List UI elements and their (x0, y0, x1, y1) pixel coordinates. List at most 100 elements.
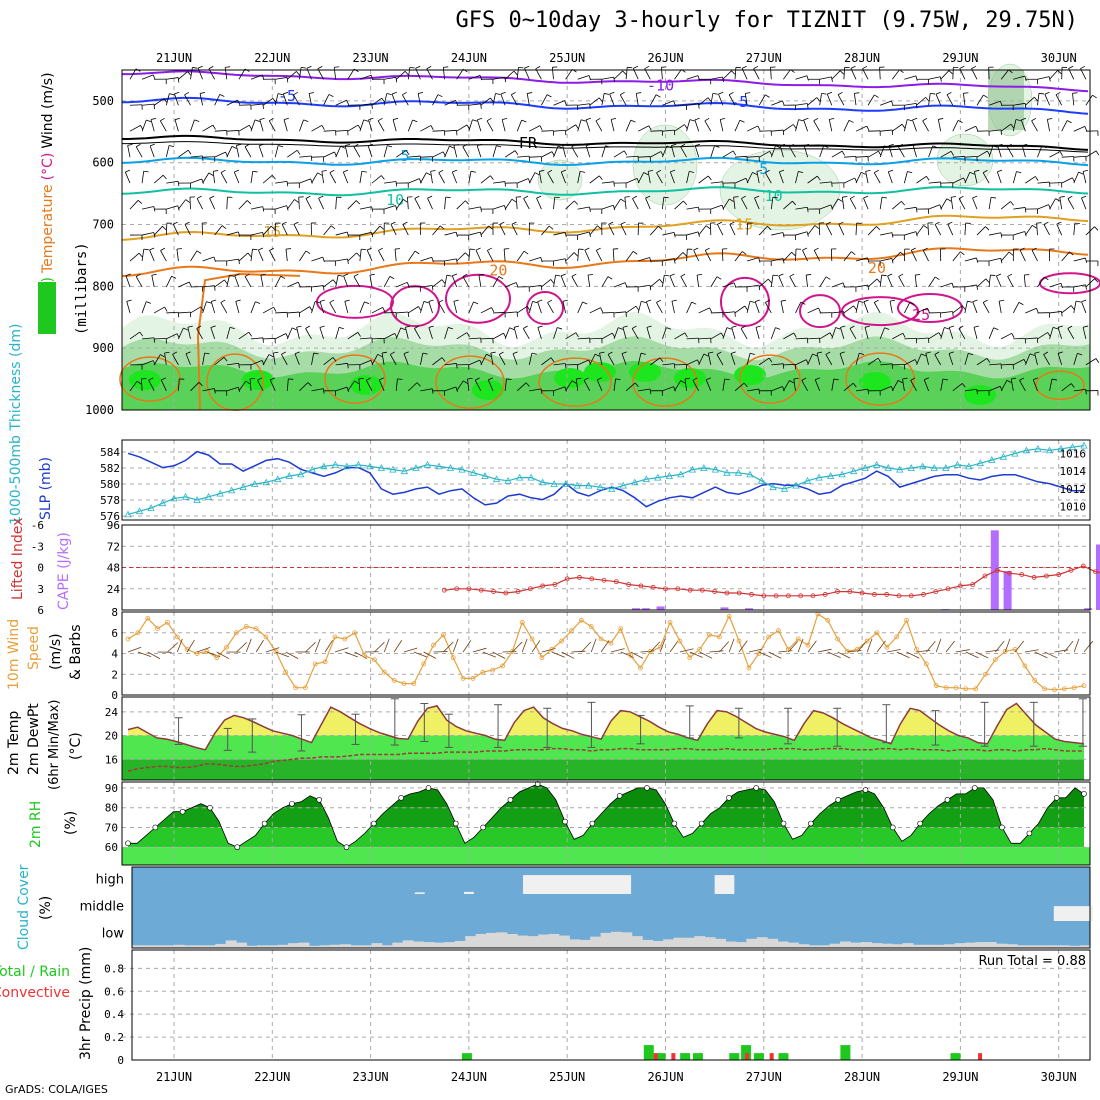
wind-barb (172, 224, 179, 236)
wind-barb (779, 145, 784, 158)
cloud-bar-low (850, 942, 862, 948)
wind-barb (153, 354, 161, 366)
wind-barb (720, 117, 726, 120)
wind-barb (146, 301, 152, 304)
wind-barb (504, 282, 517, 288)
wind-barb (220, 302, 228, 314)
wind-barb (368, 119, 373, 132)
cloud-bar-low (413, 941, 425, 948)
contour-label: 10 (386, 191, 404, 209)
wind-speed-marker (509, 649, 515, 654)
wind-barb (946, 198, 952, 202)
wind-barb (344, 145, 349, 158)
wind-barb (234, 275, 240, 288)
wind-barb (1007, 143, 1012, 148)
wind-barb (958, 325, 964, 329)
wind-barb (504, 378, 507, 391)
rh-marker (343, 844, 350, 851)
wind-barb (296, 150, 301, 155)
wind-barb (1057, 327, 1063, 340)
wind-barb (744, 305, 749, 311)
wind-barb (990, 274, 996, 276)
wind-barb (1019, 377, 1025, 381)
wind-barb (216, 651, 230, 660)
wind-barb (522, 328, 530, 340)
wind-barb (478, 275, 482, 288)
wind-tick-label: 2 (111, 668, 118, 681)
wind-barb (909, 301, 915, 305)
wind-barb (1000, 123, 1012, 132)
wind-barb (741, 65, 747, 69)
precip-total-bar (680, 1053, 691, 1060)
wind-barb (1031, 117, 1037, 122)
wind-barb (1085, 150, 1097, 158)
wind-barb (612, 205, 616, 211)
wind-barb (758, 257, 761, 263)
wind-barb (383, 205, 396, 210)
y-axis-label: Total / Rain (0, 964, 70, 980)
wind-barb (444, 129, 457, 132)
thickness-marker (688, 465, 697, 473)
wind-barb (860, 171, 866, 175)
wind-speed-marker (953, 685, 959, 691)
wind-barb (286, 181, 289, 187)
wind-barb (734, 155, 747, 158)
wind-barb (406, 197, 409, 210)
wind-barb (516, 305, 528, 314)
wind-barb (731, 70, 736, 75)
wind-barb (467, 378, 470, 391)
wind-barb (335, 129, 348, 132)
wind-barb (171, 275, 177, 279)
li-tick-label: 6 (37, 604, 44, 617)
wind-barb (976, 389, 978, 395)
wind-barb (948, 70, 953, 75)
wind-barb (317, 172, 323, 176)
wind-barb (583, 377, 589, 381)
wind-barb (1067, 328, 1075, 340)
wind-barb (671, 145, 675, 158)
wind-barb (395, 378, 398, 391)
thickness-marker (826, 472, 835, 479)
wind-speed-marker (697, 646, 703, 652)
wind-barb (287, 149, 298, 158)
wind-barb (1013, 231, 1025, 236)
wind-barb (553, 363, 566, 366)
wind-barb (626, 155, 639, 158)
wind-barb (526, 306, 531, 311)
thickness-marker (803, 476, 812, 484)
wind-barb (826, 93, 833, 106)
wind-barb (684, 124, 688, 129)
li-marker (945, 586, 951, 592)
wind-barb (689, 171, 695, 173)
pressure-tick-label: 800 (92, 279, 114, 293)
wind-barb (238, 200, 248, 210)
wind-barb (916, 353, 922, 366)
wind-barb (855, 388, 868, 392)
wind-barb (311, 352, 315, 365)
wind-barb (452, 638, 459, 653)
wind-barb (420, 388, 433, 392)
wind-barb (1013, 207, 1026, 210)
wind-barb (818, 307, 821, 313)
wind-barb (210, 301, 216, 314)
cloud-bar-low (1069, 945, 1081, 948)
wind-barb (876, 640, 886, 653)
wind-barb (585, 145, 591, 158)
wind-barb (831, 327, 836, 340)
wind-speed-marker (371, 657, 377, 663)
wind-barb (964, 257, 977, 262)
wind-barb (795, 119, 799, 132)
wind-barb (250, 206, 263, 210)
wind-speed-marker (943, 685, 949, 691)
wind-barb (383, 276, 391, 288)
wind-barb (142, 103, 155, 106)
wind-barb (294, 351, 300, 355)
wind-barb (521, 119, 527, 123)
wind-barb (594, 353, 600, 357)
wind-barb (837, 651, 851, 659)
wind-barb (689, 119, 695, 122)
wind-barb (881, 196, 887, 199)
wind-barb (384, 76, 397, 80)
wind-barb (934, 221, 940, 225)
wind-barb (262, 175, 273, 184)
